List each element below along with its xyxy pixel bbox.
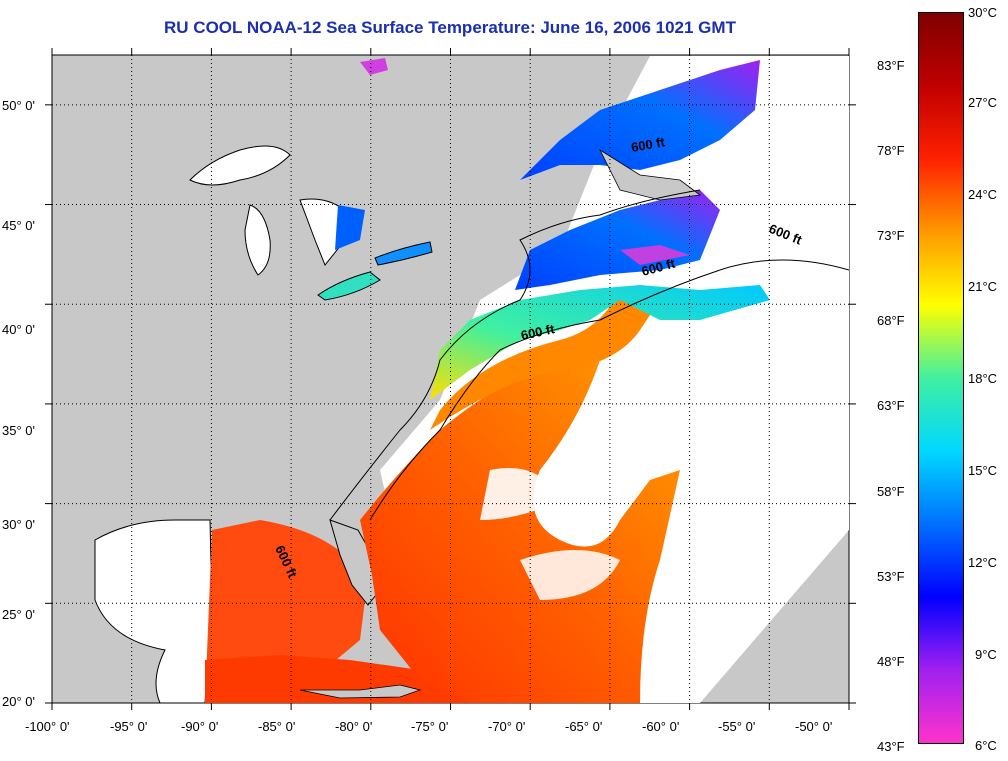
colorbar-fahrenheit-label: 53°F: [877, 569, 905, 584]
lat-tick-label: 25° 0': [2, 607, 35, 622]
lake-michigan: [244, 204, 271, 276]
gulf-of-mexico: [94, 519, 213, 704]
lon-tick-label: -95° 0': [110, 719, 148, 734]
colorbar-fahrenheit-label: 73°F: [877, 228, 905, 243]
map-title: RU COOL NOAA-12 Sea Surface Temperature:…: [164, 18, 736, 37]
lon-tick-label: -80° 0': [335, 719, 373, 734]
gulf-stream-sst: [360, 360, 680, 703]
colorbar-celsius-label: 6°C: [975, 738, 997, 753]
lake-ontario: [374, 241, 433, 266]
lat-tick-label: 35° 0': [2, 423, 35, 438]
colorbar-fahrenheit-label: 68°F: [877, 313, 905, 328]
lat-tick-marks: [45, 104, 856, 704]
colorbar-celsius-label: 15°C: [968, 463, 998, 478]
colorbar-celsius-label: 9°C: [975, 647, 997, 662]
lon-tick-label: -75° 0': [411, 719, 449, 734]
colorbar-fahrenheit-label: 63°F: [877, 398, 905, 413]
colorbar-fahrenheit-label: 83°F: [877, 58, 905, 73]
isobath-600ft: [369, 259, 850, 521]
lat-tick-label: 30° 0': [2, 517, 35, 532]
temperature-colorbar: [918, 12, 964, 744]
lon-tick-label: -50° 0': [795, 719, 833, 734]
colorbar-celsius-label: 27°C: [968, 95, 998, 110]
isobath-label: 600 ft: [630, 134, 667, 155]
lon-tick-label: -60° 0': [642, 719, 680, 734]
lon-tick-marks: [51, 48, 850, 710]
lon-tick-label: -85° 0': [258, 719, 296, 734]
isobath-label: 600 ft: [520, 321, 557, 343]
colorbar-celsius-label: 12°C: [968, 555, 998, 570]
graticule: [52, 55, 849, 703]
lat-tick-label: 20° 0': [2, 694, 35, 709]
shelf-water-sst: [430, 285, 770, 400]
colorbar-celsius-label: 18°C: [968, 371, 998, 386]
lon-tick-label: -100° 0': [25, 719, 70, 734]
gulf-east-sst: [205, 520, 365, 703]
colorbar-fahrenheit-label: 43°F: [877, 739, 905, 754]
colorbar-celsius-label: 21°C: [968, 279, 998, 294]
lake-superior: [189, 145, 291, 186]
lon-tick-label: -90° 0': [181, 719, 219, 734]
colorbar-fahrenheit-label: 78°F: [877, 143, 905, 158]
colorbar-fahrenheit-label: 58°F: [877, 484, 905, 499]
colorbar-celsius-label: 30°C: [968, 5, 998, 20]
coastline: [329, 189, 701, 521]
lat-tick-label: 40° 0': [2, 322, 35, 337]
northern-waters-sst: [515, 190, 720, 290]
lon-tick-label: -65° 0': [565, 719, 603, 734]
lon-tick-label: -55° 0': [718, 719, 756, 734]
lake-erie: [317, 271, 381, 301]
lon-tick-label: -70° 0': [488, 719, 526, 734]
colorbar-celsius-label: 24°C: [968, 187, 998, 202]
lat-tick-label: 45° 0': [2, 218, 35, 233]
colorbar-fahrenheit-label: 48°F: [877, 654, 905, 669]
lat-tick-label: 50° 0': [2, 98, 35, 113]
florida: [329, 519, 381, 606]
